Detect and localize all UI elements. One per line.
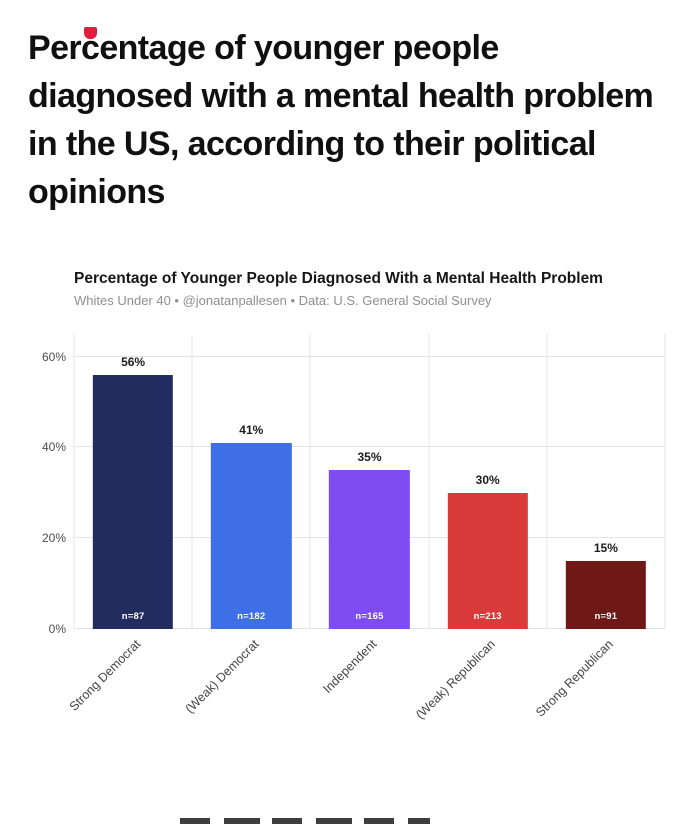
bar-value-label: 35% — [357, 450, 382, 465]
x-tick: Strong Republican — [533, 629, 665, 733]
bar-n-label: n=87 — [121, 611, 145, 622]
bar-n-label: n=165 — [355, 611, 384, 622]
x-tick-label: Strong Democrat — [66, 637, 143, 714]
x-tick: (Weak) Democrat — [182, 629, 310, 733]
bar-value-label: 30% — [475, 472, 500, 487]
bar-value-label: 15% — [593, 540, 618, 555]
bar: n=182 — [211, 442, 292, 629]
page: Percentage of younger people diagnosed w… — [0, 24, 693, 824]
y-tick-label: 20% — [41, 531, 66, 546]
y-tick-label: 60% — [41, 349, 66, 364]
gridline-vertical — [664, 334, 666, 629]
chart-plot-grid: 0% 20% 40% 60% n=87 56% n=182 41% n=165 35% n=213… — [28, 334, 666, 733]
bar-slot: n=165 35% — [310, 334, 428, 629]
bar-slot: n=91 15% — [547, 334, 665, 629]
chart: Percentage of Younger People Diagnosed W… — [28, 270, 666, 733]
bar-slot: n=87 56% — [74, 334, 192, 629]
x-tick-label: Independent — [320, 637, 380, 697]
bar-n-label: n=91 — [594, 611, 618, 622]
gridline-vertical — [73, 334, 75, 629]
gridline-horizontal — [74, 355, 665, 357]
bar-slot: n=213 30% — [429, 334, 547, 629]
y-tick-label: 40% — [41, 440, 66, 455]
axis-corner-spacer — [28, 629, 74, 733]
bar: n=165 — [329, 470, 410, 629]
x-axis: Strong Democrat (Weak) Democrat Independen… — [66, 629, 665, 733]
x-tick: (Weak) Republican — [413, 629, 547, 733]
page-title: Percentage of younger people diagnosed w… — [28, 29, 654, 211]
bar: n=91 — [565, 560, 647, 629]
bar-slot: n=182 41% — [192, 334, 310, 629]
gridline-vertical — [428, 334, 430, 629]
gridline-horizontal — [74, 446, 665, 448]
x-tick: Independent — [310, 629, 428, 733]
y-axis: 0% 20% 40% 60% — [28, 334, 74, 636]
cropped-emoji-fragment-icon — [84, 27, 97, 39]
x-tick: Strong Democrat — [66, 629, 192, 733]
gridline-vertical — [191, 334, 193, 629]
cropped-text-fragment — [180, 818, 430, 824]
bar: n=87 — [92, 374, 174, 629]
x-tick-label: (Weak) Democrat — [182, 637, 262, 716]
gridline-vertical — [546, 334, 548, 629]
y-tick-label: 0% — [48, 622, 66, 636]
bar-n-label: n=213 — [473, 611, 502, 622]
bar-value-label: 41% — [239, 422, 264, 437]
chart-subtitle: Whites Under 40 • @jonatanpallesen • Dat… — [74, 293, 492, 308]
bar-value-label: 56% — [121, 354, 146, 369]
chart-title: Percentage of Younger People Diagnosed W… — [74, 270, 603, 287]
gridline-vertical — [309, 334, 311, 629]
bar-n-label: n=182 — [237, 611, 266, 622]
bar: n=213 — [447, 492, 528, 629]
plot-area: n=87 56% n=182 41% n=165 35% n=213 30% n=91 15% — [73, 334, 666, 629]
